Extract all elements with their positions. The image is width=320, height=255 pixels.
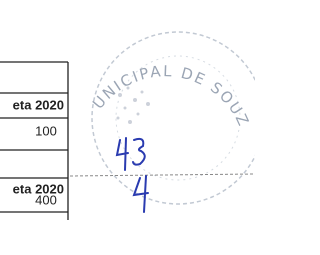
table-header-cell: eta 2020 [13,97,64,112]
document-page: UNICIPAL DE SOUZ eta 2020 100 eta 2020 4… [0,0,255,255]
table-cell: 100 [35,123,57,138]
table-cell: 400 [35,192,57,207]
